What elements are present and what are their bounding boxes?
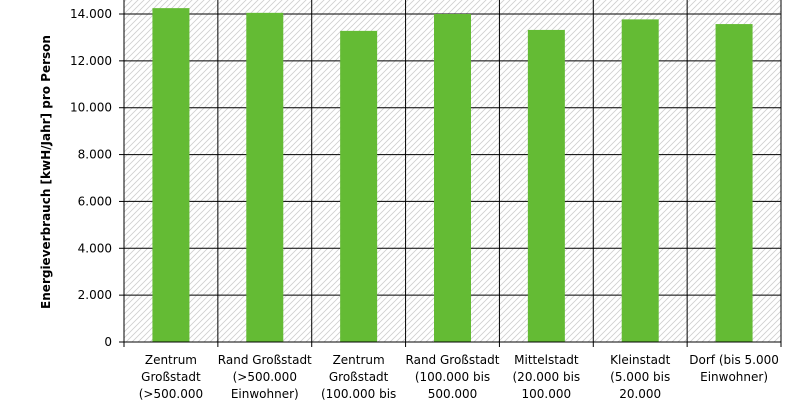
y-tick-label: 4.000 <box>78 241 112 255</box>
axes <box>119 0 782 347</box>
bars <box>152 8 753 343</box>
x-category-label: Dorf (bis 5.000 Einwohner) <box>689 353 779 384</box>
y-tick-label: 14.000 <box>70 7 112 21</box>
bar <box>152 8 190 343</box>
x-category-label-line: Einwohner) <box>700 370 768 384</box>
x-category-label-line: 500.000 <box>428 387 478 400</box>
x-category-label: Kleinstadt (5.000 bis 20.000 <box>610 353 670 400</box>
x-category-label-line: (100.000 bis <box>321 387 396 400</box>
x-category-labels: Zentrum Großstadt (>500.000 Rand Großstadt (… <box>139 353 779 400</box>
y-tick-label: 2.000 <box>78 288 112 302</box>
y-tick-label: 0 <box>104 335 112 349</box>
x-category-label: Zentrum Großstadt (>500.000 <box>139 353 203 400</box>
x-category-label-line: Zentrum <box>145 353 197 367</box>
x-category-label-line: Zentrum <box>333 353 385 367</box>
x-category-label-line: (5.000 bis <box>610 370 670 384</box>
bar <box>340 30 378 343</box>
x-category-label-line: Mittelstadt <box>514 353 579 367</box>
x-category-label-line: Kleinstadt <box>610 353 670 367</box>
x-category-label-line: Rand Großstadt <box>406 353 500 367</box>
y-tick-label: 8.000 <box>78 148 112 162</box>
y-tick-labels: 0 2.000 4.000 6.000 8.000 10.000 12.000 14.000 <box>70 7 112 349</box>
y-tick-label: 6.000 <box>78 194 112 208</box>
bar <box>715 24 753 343</box>
bar <box>527 29 565 343</box>
x-category-label-line: (20.000 bis <box>513 370 581 384</box>
x-category-label-line: Dorf (bis 5.000 <box>689 353 779 367</box>
x-category-label: Rand Großstadt (100.000 bis 500.000 <box>406 353 500 400</box>
x-category-label: Mittelstadt (20.000 bis 100.000 <box>513 353 581 400</box>
x-category-label-line: Großstadt <box>329 370 389 384</box>
y-axis-title: Energieverbrauch [kwH/Jahr] pro Person <box>39 35 53 309</box>
x-category-label-line: 20.000 <box>619 387 661 400</box>
x-category-label: Rand Großstadt (>500.000 Einwohner) <box>218 353 312 400</box>
bar <box>621 19 659 342</box>
bar <box>434 14 471 342</box>
x-category-label-line: (>500.000 <box>233 370 297 384</box>
x-category-label-line: Rand Großstadt <box>218 353 312 367</box>
bar <box>246 12 284 342</box>
y-tick-label: 10.000 <box>70 101 112 115</box>
y-tick-label: 12.000 <box>70 54 112 68</box>
x-category-label: Zentrum Großstadt (100.000 bis <box>321 353 396 400</box>
x-category-label-line: (>500.000 <box>139 387 203 400</box>
x-category-label-line: (100.000 bis <box>415 370 490 384</box>
x-category-label-line: Einwohner) <box>231 387 299 400</box>
x-category-label-line: Großstadt <box>141 370 201 384</box>
x-category-label-line: 100.000 <box>522 387 572 400</box>
